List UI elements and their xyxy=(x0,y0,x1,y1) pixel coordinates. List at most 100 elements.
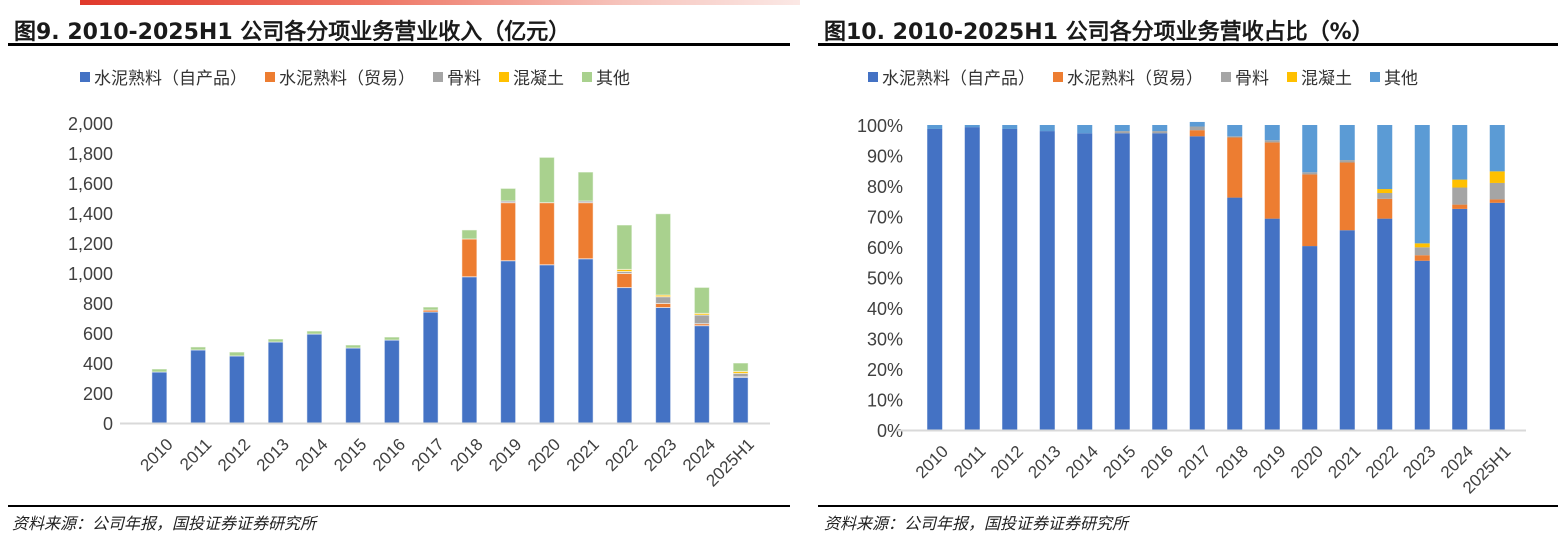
legend-item: 其他 xyxy=(582,64,630,89)
x-tick-label: 2014 xyxy=(1062,442,1102,482)
bar-segment-other-right xyxy=(964,125,980,128)
bar-segment-cement-trade xyxy=(461,238,478,278)
bar-segment-cement-self xyxy=(1302,246,1318,430)
bar-segment-cement-self xyxy=(1339,230,1355,430)
right-source-rule xyxy=(818,505,1558,507)
legend-label: 骨料 xyxy=(447,69,481,89)
bar-segment-aggregate xyxy=(1377,193,1393,199)
bar-segment-other-right xyxy=(1414,125,1430,244)
left-source-rule xyxy=(8,505,790,507)
legend-swatch-icon xyxy=(1221,71,1231,82)
bar-segment-cement-trade xyxy=(577,202,594,260)
right-source-note: 资料来源：公司年报，国投证券证券研究所 xyxy=(824,514,1129,533)
bar-segment-cement-self xyxy=(422,311,439,424)
y-tick-label: 1,200 xyxy=(68,234,113,254)
bar-segment-cement-self xyxy=(577,258,594,424)
y-tick-label: 2,000 xyxy=(68,114,113,134)
left-source-note: 资料来源：公司年报，国投证券证券研究所 xyxy=(12,514,317,533)
bar-segment-concrete xyxy=(1414,243,1430,248)
legend-swatch-icon xyxy=(1287,71,1297,82)
bar-segment-cement-trade xyxy=(616,272,633,289)
bar-segment-cement-self xyxy=(616,287,633,424)
bar-segment-other-left xyxy=(190,346,207,351)
bar-segment-other-right xyxy=(1152,125,1168,132)
right-chart-title: 图10. 2010-2025H1 公司各分项业务营收占比（%） xyxy=(824,20,1374,45)
left-chart-legend: 水泥熟料（自产品） 水泥熟料（贸易） 骨料 混凝土 其他 xyxy=(80,64,630,89)
y-tick-label: 80% xyxy=(867,177,903,197)
legend-item: 水泥熟料（贸易） xyxy=(1053,64,1203,89)
x-tick-label: 2010 xyxy=(137,435,177,475)
y-tick-label: 60% xyxy=(867,238,903,258)
y-tick-label: 20% xyxy=(867,360,903,380)
bar-segment-cement-self xyxy=(1377,218,1393,430)
bar-segment-cement-self xyxy=(538,264,555,424)
bar-segment-cement-self xyxy=(461,276,478,424)
bar-segment-other-left xyxy=(267,338,284,343)
bar-segment-cement-trade xyxy=(1302,174,1318,247)
right-title-rule xyxy=(818,43,1558,46)
x-tick-label: 2015 xyxy=(330,435,370,475)
x-tick-label: 2013 xyxy=(1024,442,1064,482)
bar-segment-cement-self xyxy=(927,128,943,430)
y-tick-label: 100% xyxy=(857,116,903,136)
x-tick-label: 2020 xyxy=(524,435,564,475)
x-tick-label: 2020 xyxy=(1287,442,1327,482)
right-chart-panel: 图10. 2010-2025H1 公司各分项业务营收占比（%） 水泥熟料（自产品… xyxy=(808,0,1558,546)
legend-item: 混凝土 xyxy=(499,64,564,89)
y-tick-label: 50% xyxy=(867,269,903,289)
bar-segment-cement-self xyxy=(1189,136,1205,430)
bar-segment-other-left xyxy=(383,336,400,341)
left-stacked-bar-chart: 0 200 400 600 800 1,000 1,200 1,400 1,600 1,800 2,… xyxy=(68,114,770,490)
bar-segment-aggregate xyxy=(1414,247,1430,256)
x-tick-label: 2021 xyxy=(1324,442,1364,482)
bar-segment-cement-self xyxy=(1414,260,1430,430)
bar-segment-cement-trade xyxy=(1377,198,1393,219)
bar-segment-cement-trade xyxy=(1189,130,1205,137)
bar-segment-other-right xyxy=(927,125,943,129)
x-tick-label: 2018 xyxy=(447,435,487,475)
y-tick-label: 400 xyxy=(83,354,113,374)
legend-item: 混凝土 xyxy=(1287,64,1352,89)
bar-segment-cement-self xyxy=(267,341,284,424)
bar-segment-other-left xyxy=(345,344,362,349)
y-tick-label: 90% xyxy=(867,147,903,167)
bar-segment-cement-trade xyxy=(1414,255,1430,261)
bar-segment-other-right xyxy=(1114,125,1130,132)
bar-segment-cement-self xyxy=(693,325,710,424)
bar-segment-cement-trade xyxy=(1264,142,1280,219)
bar-segment-cement-self xyxy=(1152,133,1168,431)
legend-label: 水泥熟料（贸易） xyxy=(1067,69,1203,89)
y-tick-label: 1,400 xyxy=(68,204,113,224)
y-tick-label: 1,800 xyxy=(68,144,113,164)
bar-segment-aggregate xyxy=(1114,131,1130,134)
legend-label: 水泥熟料（贸易） xyxy=(279,69,415,89)
bar-segment-aggregate xyxy=(1227,136,1243,138)
x-tick-label: 2010 xyxy=(912,442,952,482)
bar-segment-aggregate xyxy=(1489,182,1505,200)
y-tick-label: 0% xyxy=(877,421,903,441)
bar-segment-cement-self xyxy=(1452,208,1468,430)
bar-segment-cement-self xyxy=(964,127,980,430)
bar-segment-other-left xyxy=(151,368,168,373)
legend-label: 水泥熟料（自产品） xyxy=(94,69,247,89)
bar-segment-aggregate xyxy=(655,296,672,304)
bar-segment-cement-self xyxy=(383,339,400,424)
x-tick-label: 2019 xyxy=(485,435,525,475)
legend-label: 水泥熟料（自产品） xyxy=(882,69,1035,89)
bar-segment-other-left xyxy=(577,171,594,202)
x-tick-label: 2016 xyxy=(369,435,409,475)
legend-swatch-icon xyxy=(582,71,592,82)
legend-item: 其他 xyxy=(1370,64,1418,89)
x-tick-label: 2011 xyxy=(950,442,989,481)
bar-segment-cement-trade xyxy=(538,202,555,266)
bar-segment-other-right xyxy=(1302,125,1318,173)
bar-segment-cement-self xyxy=(345,347,362,424)
y-tick-label: 10% xyxy=(867,391,903,411)
bar-segment-other-right xyxy=(1339,125,1355,161)
x-tick-label: 2012 xyxy=(987,442,1027,482)
x-tick-label: 2022 xyxy=(602,435,642,475)
bar-segment-cement-self xyxy=(655,307,672,424)
x-tick-label: 2023 xyxy=(640,435,680,475)
header-accent-bar xyxy=(80,0,800,5)
legend-label: 其他 xyxy=(596,69,630,89)
